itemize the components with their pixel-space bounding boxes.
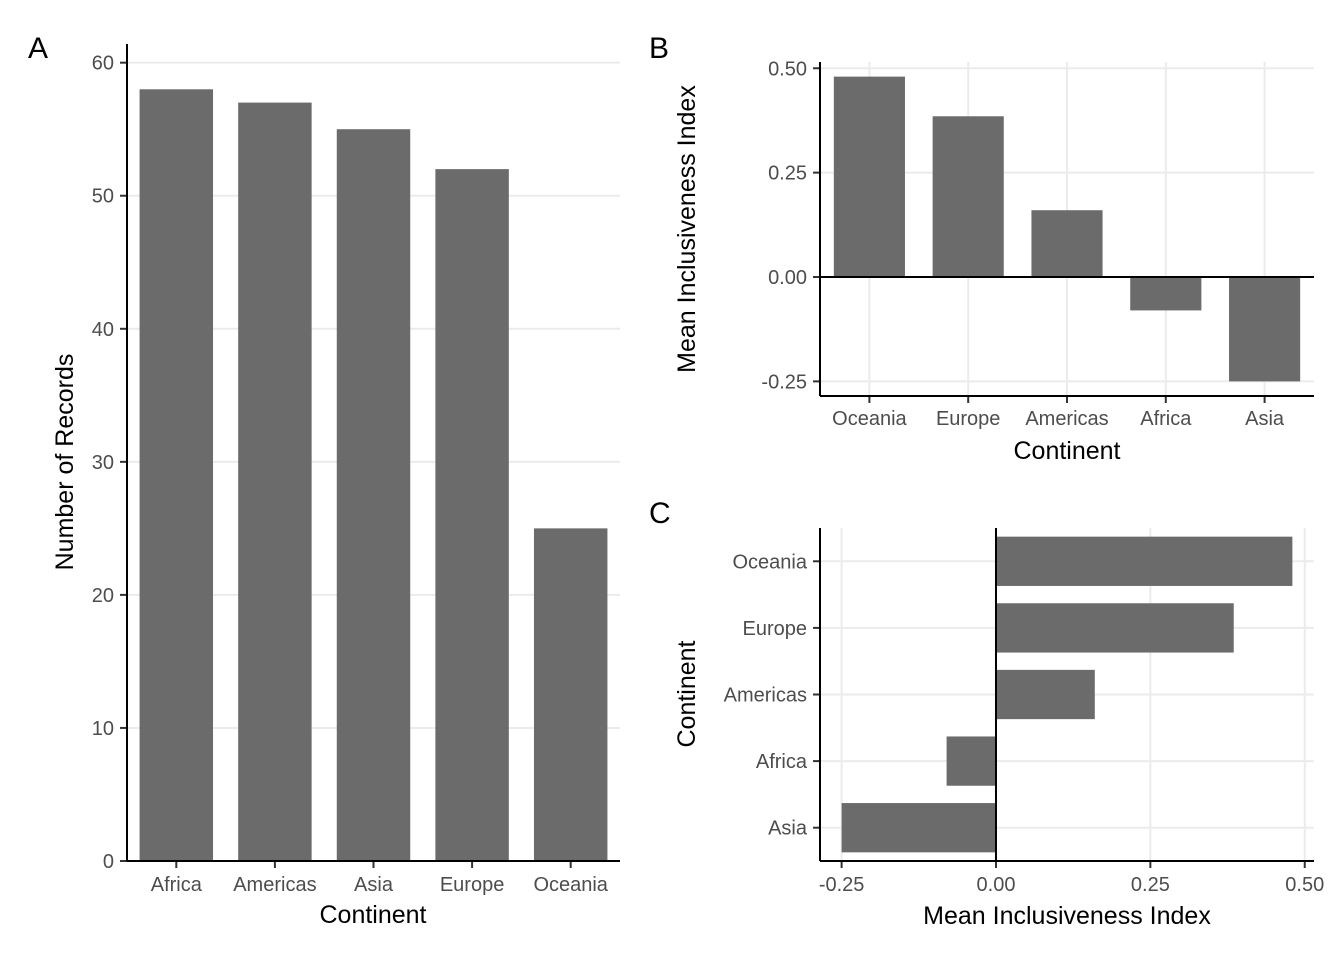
panel-b-bars xyxy=(833,76,1301,382)
panel-a-tag: A xyxy=(28,32,48,65)
panel-b-axes: -0.25 0.00 0.25 0.50 Oceania Europe Americas Af… xyxy=(761,58,1314,430)
panel-a-x-tick-label: Asia xyxy=(354,874,394,896)
panel-b-x-axis-title: Continent xyxy=(1013,437,1120,465)
panel-a-y-tick-label: 40 xyxy=(92,319,114,341)
panel-c-x-axis-title: Mean Inclusiveness Index xyxy=(923,902,1211,930)
panel-a-x-tick-label: Oceania xyxy=(533,874,608,896)
panel-b-tag: B xyxy=(649,32,669,65)
panel-a-y-tick-label: 0 xyxy=(103,851,114,873)
panel-a: A 0 10 20 30 40 50 60 Africa Americas Asia Europe O… xyxy=(28,32,620,929)
panel-a-bar-africa xyxy=(139,89,214,861)
panel-a-bar-asia xyxy=(336,129,411,861)
panel-c-y-tick-label: Americas xyxy=(724,685,807,707)
panel-b-x-tick-label: Americas xyxy=(1025,408,1108,430)
panel-b: B -0.25 0.00 0.25 0.50 Oceania Europe Americas… xyxy=(649,32,1314,465)
panel-b-bar-europe xyxy=(932,116,1004,278)
panel-a-y-tick-label: 30 xyxy=(92,452,114,474)
panel-c-y-tick-label: Africa xyxy=(756,751,808,773)
panel-c-x-tick-label: 0.00 xyxy=(977,874,1016,896)
panel-c-x-tick-label: -0.25 xyxy=(819,874,865,896)
panel-b-x-tick-label: Asia xyxy=(1245,408,1285,430)
panel-b-y-tick-label: -0.25 xyxy=(761,371,807,393)
panel-c-bar-europe xyxy=(995,603,1234,653)
panel-a-y-tick-label: 60 xyxy=(92,53,114,75)
panel-b-y-axis-title: Mean Inclusiveness Index xyxy=(673,85,701,373)
panel-b-x-tick-label: Oceania xyxy=(832,408,907,430)
panel-c-y-tick-label: Asia xyxy=(768,818,808,840)
panel-c-y-tick-label: Oceania xyxy=(733,551,808,573)
panel-c-bar-africa xyxy=(946,736,996,786)
panel-b-x-tick-label: Europe xyxy=(936,408,1001,430)
panel-b-y-tick-label: 0.25 xyxy=(768,163,807,185)
panel-b-y-tick-label: 0.50 xyxy=(768,58,807,80)
panel-c: C -0.25 0.00 0.25 0.50 Oceania Europe Americas… xyxy=(649,497,1324,930)
panel-a-x-tick-label: Africa xyxy=(151,874,203,896)
panel-a-x-tick-label: Americas xyxy=(233,874,316,896)
panel-c-bar-asia xyxy=(841,803,996,853)
panel-c-y-axis-title: Continent xyxy=(673,640,701,747)
panel-a-bar-americas xyxy=(238,102,312,862)
panel-a-axes: 0 10 20 30 40 50 60 Africa Americas Asia Europe Oce… xyxy=(92,44,620,896)
panel-c-bar-oceania xyxy=(995,536,1293,586)
panel-a-y-tick-label: 50 xyxy=(92,186,114,208)
panel-a-x-axis-title: Continent xyxy=(319,901,426,929)
panel-b-bar-americas xyxy=(1031,210,1103,278)
panel-b-bar-oceania xyxy=(833,76,905,278)
panel-a-bar-oceania xyxy=(533,528,608,861)
panel-b-bar-africa xyxy=(1130,277,1202,311)
panel-a-bar-europe xyxy=(435,169,509,862)
panel-c-x-tick-label: 0.50 xyxy=(1285,874,1324,896)
panel-a-y-tick-label: 20 xyxy=(92,585,114,607)
panel-b-x-tick-label: Africa xyxy=(1140,408,1192,430)
panel-a-y-axis-title: Number of Records xyxy=(51,354,79,571)
panel-a-bars xyxy=(139,89,608,862)
panel-c-x-tick-label: 0.25 xyxy=(1131,874,1170,896)
panel-a-y-tick-label: 10 xyxy=(92,718,114,740)
panel-c-tag: C xyxy=(649,497,671,530)
panel-b-bar-asia xyxy=(1229,277,1301,382)
panel-b-y-tick-label: 0.00 xyxy=(768,267,807,289)
panel-c-bar-americas xyxy=(995,669,1095,720)
panel-c-bars xyxy=(841,536,1293,853)
panel-c-y-tick-label: Europe xyxy=(743,618,808,640)
panel-a-x-tick-label: Europe xyxy=(440,874,505,896)
panel-c-axes: -0.25 0.00 0.25 0.50 Oceania Europe Americas Af… xyxy=(724,528,1324,896)
